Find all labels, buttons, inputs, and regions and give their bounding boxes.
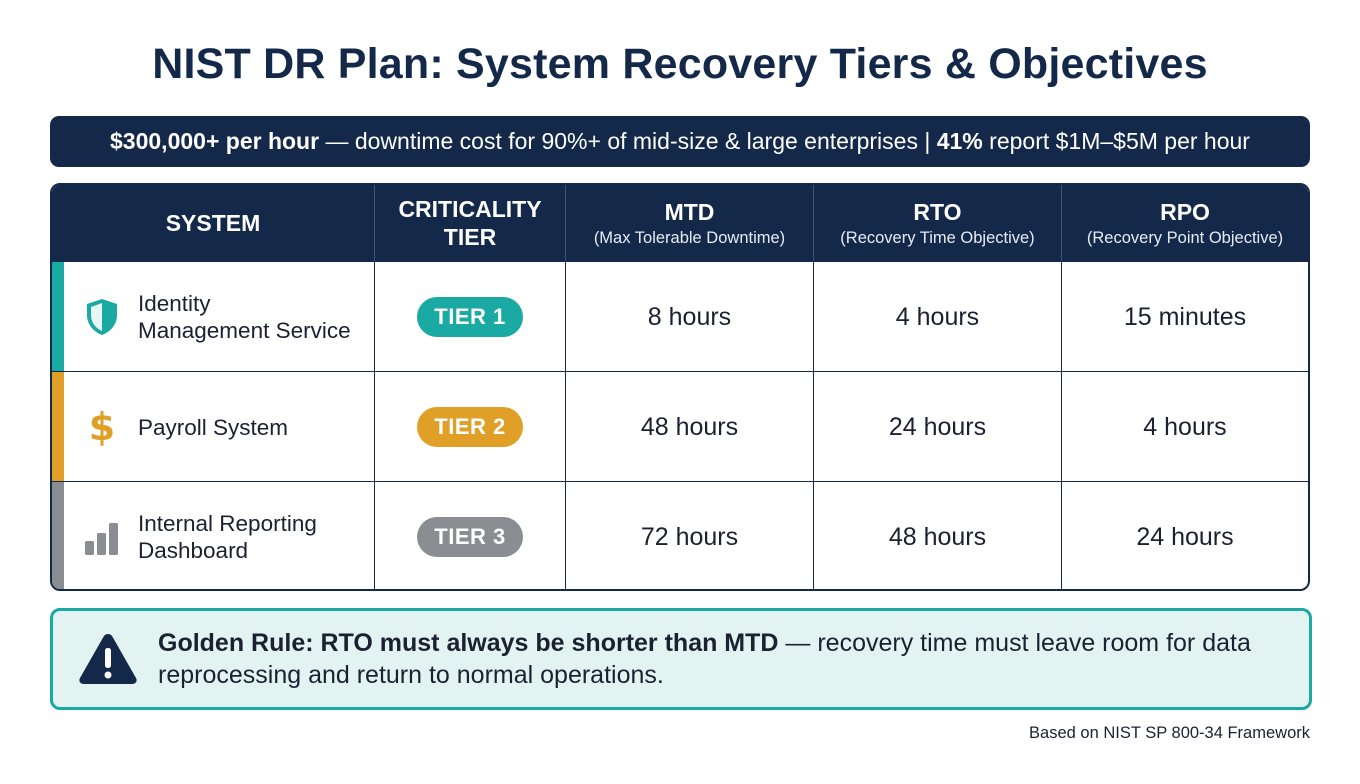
tier-cell: TIER 2 [375, 372, 566, 482]
header-rto-label: RTO [913, 199, 962, 225]
table-row: $ Payroll System TIER 2 48 hours 24 hour… [52, 371, 1308, 482]
system-name-line2: Management Service [138, 318, 351, 343]
tier-badge: TIER 3 [417, 517, 523, 557]
rto-cell: 48 hours [814, 482, 1062, 589]
row-accent-bar [52, 482, 64, 589]
rto-cell: 4 hours [814, 262, 1062, 372]
system-name: Payroll System [138, 372, 374, 482]
system-name: Internal Reporting Dashboard [138, 482, 374, 589]
header-mtd-sub: (Max Tolerable Downtime) [593, 229, 786, 247]
header-rpo: RPO (Recovery Point Objective) [1062, 185, 1308, 261]
header-rpo-sub: (Recovery Point Objective) [1086, 229, 1284, 247]
recovery-tiers-table: SYSTEM CRITICALITY TIER MTD (Max Tolerab… [50, 183, 1310, 591]
table-row: Internal Reporting Dashboard TIER 3 72 ho… [52, 481, 1308, 589]
header-mtd-label: MTD [664, 199, 715, 225]
row-accent-bar [52, 372, 64, 482]
system-name-line1: Identity [138, 291, 211, 316]
system-name-line1: Payroll System [138, 414, 289, 440]
system-name-line2: Dashboard [138, 538, 249, 563]
downtime-cost-banner: $300,000+ per hour — downtime cost for 9… [50, 116, 1310, 167]
system-cell: $ Payroll System [52, 372, 375, 482]
bar-chart-icon [82, 517, 122, 557]
page-title: NIST DR Plan: System Recovery Tiers & Ob… [152, 40, 1208, 88]
system-cell: Identity Management Service [52, 262, 375, 372]
tier-cell: TIER 3 [375, 482, 566, 589]
golden-rule-rest: — recovery time must leave room for data… [158, 629, 1251, 689]
shield-icon [82, 297, 122, 337]
header-system: SYSTEM [52, 185, 375, 261]
golden-rule-bold: Golden Rule: RTO must always be shorter … [158, 629, 779, 657]
dollar-icon: $ [88, 405, 116, 449]
tier-badge: TIER 1 [417, 297, 523, 337]
header-tier-label: CRITICALITY TIER [398, 196, 542, 250]
golden-rule-text: Golden Rule: RTO must always be shorter … [158, 627, 1298, 691]
mtd-cell: 72 hours [566, 482, 814, 589]
golden-rule-callout: Golden Rule: RTO must always be shorter … [50, 608, 1312, 710]
rpo-cell: 4 hours [1143, 412, 1227, 441]
source-footer: Based on NIST SP 800-34 Framework [1029, 724, 1310, 742]
banner-percent-text: report $1M–$5M per hour [982, 128, 1250, 154]
row-accent-bar [52, 262, 64, 372]
system-name: Identity Management Service [138, 262, 374, 372]
table-header-row: SYSTEM CRITICALITY TIER MTD (Max Tolerab… [52, 185, 1308, 261]
tier-badge: TIER 2 [417, 407, 523, 447]
system-cell: Internal Reporting Dashboard [52, 482, 375, 589]
tier-cell: TIER 1 [375, 262, 566, 372]
warning-icon [77, 631, 139, 687]
header-rpo-label: RPO [1160, 199, 1210, 225]
header-criticality-tier: CRITICALITY TIER [375, 185, 566, 261]
system-name-line1: Internal Reporting [138, 511, 317, 536]
rto-cell: 24 hours [814, 372, 1062, 482]
mtd-cell: 8 hours [566, 262, 814, 372]
banner-cost-highlight: $300,000+ per hour [110, 128, 320, 154]
banner-percent-highlight: 41% [936, 128, 983, 154]
table-row: Identity Management Service TIER 1 8 hour… [52, 261, 1308, 372]
rpo-cell: 24 hours [1136, 522, 1234, 551]
mtd-cell: 48 hours [566, 372, 814, 482]
rpo-cell: 15 minutes [1123, 302, 1247, 331]
header-system-label: SYSTEM [165, 210, 261, 236]
header-rto: RTO (Recovery Time Objective) [814, 185, 1062, 261]
header-mtd: MTD (Max Tolerable Downtime) [566, 185, 814, 261]
header-rto-sub: (Recovery Time Objective) [840, 229, 1035, 247]
banner-cost-text: — downtime cost for 90%+ of mid-size & l… [319, 128, 937, 154]
